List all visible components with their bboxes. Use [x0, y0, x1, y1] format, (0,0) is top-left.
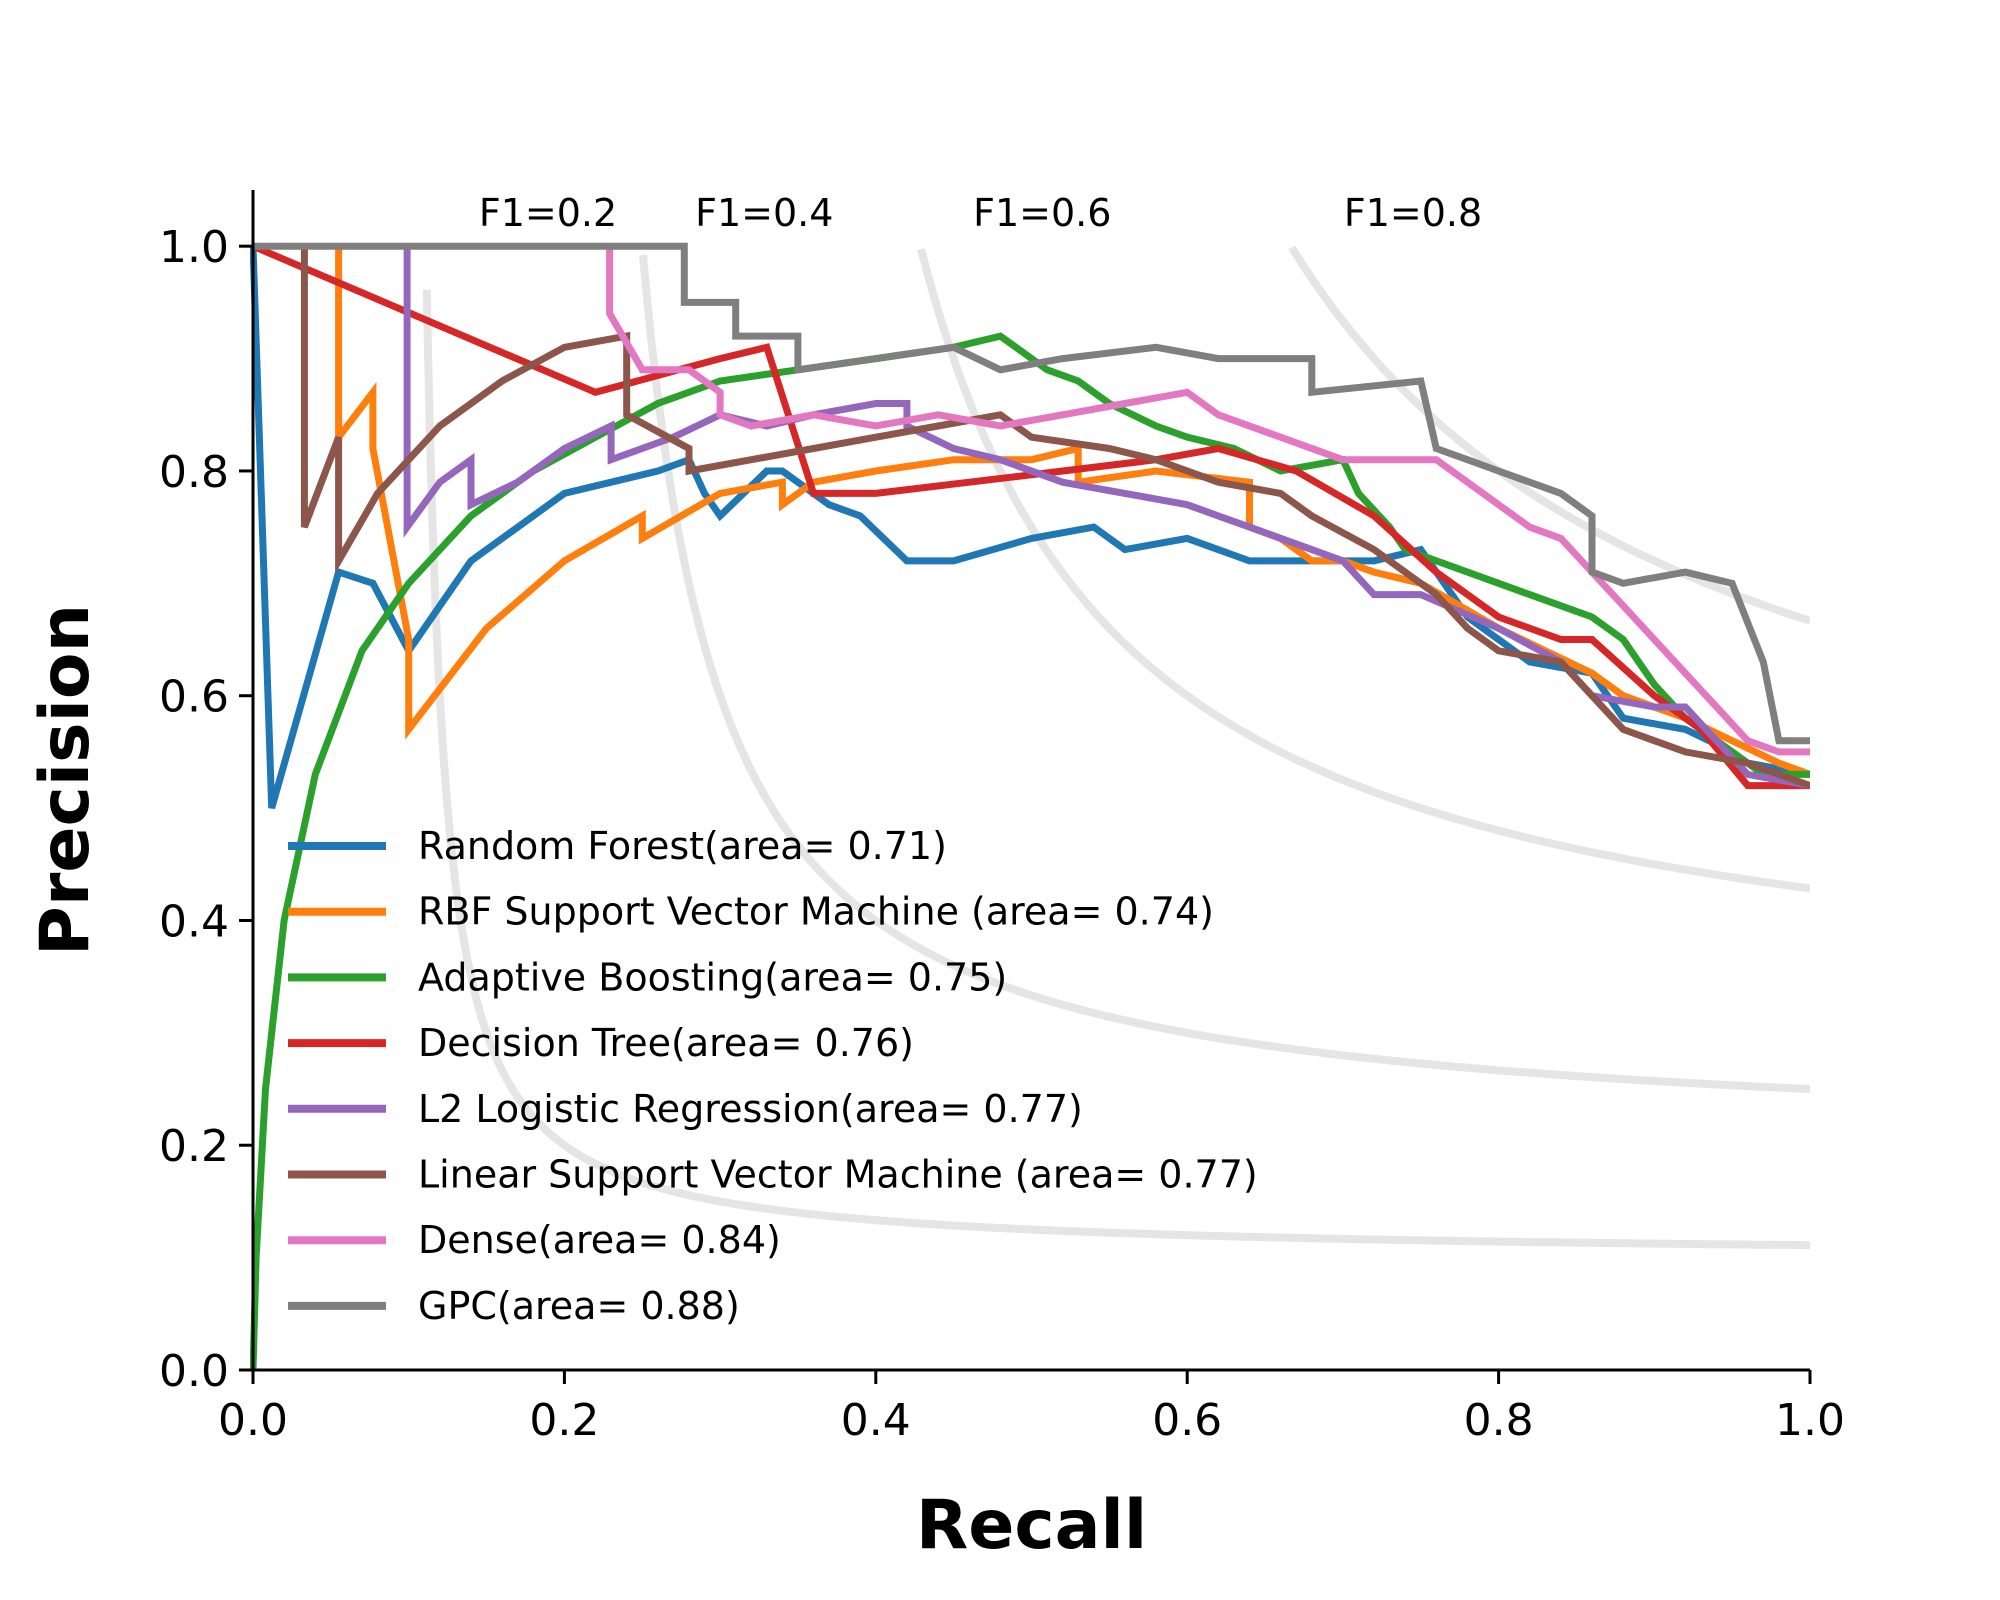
series-line	[253, 242, 1810, 745]
legend-label: Decision Tree(area= 0.76)	[418, 1021, 914, 1065]
x-axis-title: Recall	[916, 1486, 1147, 1565]
iso-f1-curve	[639, 254, 1810, 1093]
y-tick-label: 0.4	[159, 896, 229, 947]
iso-f1-label: F1=0.6	[973, 191, 1111, 235]
y-tick-label: 0.8	[159, 447, 229, 498]
x-tick-label: 1.0	[1775, 1395, 1845, 1446]
series-line	[250, 246, 1810, 810]
series-line	[250, 332, 1810, 1370]
y-tick-label: 0.0	[159, 1346, 229, 1397]
iso-f1-labels: F1=0.2 F1=0.4 F1=0.6 F1=0.8	[479, 191, 1482, 235]
iso-f1-label: F1=0.2	[479, 191, 617, 235]
iso-f1-label: F1=0.8	[1344, 191, 1482, 235]
legend-label: Adaptive Boosting(area= 0.75)	[418, 955, 1007, 999]
series-line	[606, 246, 1810, 756]
legend-label: Linear Support Vector Machine (area= 0.7…	[418, 1153, 1258, 1197]
y-axis-title: Precision	[26, 604, 105, 956]
iso-f1-label: F1=0.4	[695, 191, 833, 235]
y-axis-ticks: 0.0 0.2 0.4 0.6 0.8 1.0	[159, 222, 253, 1397]
iso-f1-curve	[422, 289, 1810, 1250]
legend-label: L2 Logistic Regression(area= 0.77)	[418, 1087, 1083, 1131]
pr-series-lines	[250, 242, 1810, 1370]
x-axis-ticks: 0.0 0.2 0.4 0.6 0.8 1.0	[218, 1370, 1845, 1446]
legend-label: GPC(area= 0.88)	[418, 1284, 740, 1328]
x-tick-label: 0.0	[218, 1395, 288, 1446]
legend-label: RBF Support Vector Machine (area= 0.74)	[418, 890, 1214, 934]
series-line	[251, 242, 1810, 790]
legend-label: Random Forest(area= 0.71)	[418, 824, 947, 868]
y-tick-label: 0.6	[159, 672, 229, 723]
y-tick-label: 0.2	[159, 1121, 229, 1172]
x-tick-label: 0.6	[1152, 1395, 1222, 1446]
chart-legend: Random Forest(area= 0.71) RBF Support Vec…	[288, 824, 1258, 1328]
legend-label: Dense(area= 0.84)	[418, 1218, 781, 1262]
axes	[251, 190, 1810, 1372]
x-tick-label: 0.4	[841, 1395, 911, 1446]
x-tick-label: 0.8	[1464, 1395, 1534, 1446]
y-tick-label: 1.0	[159, 222, 229, 273]
x-tick-label: 0.2	[529, 1395, 599, 1446]
iso-f1-curve	[917, 248, 1810, 893]
